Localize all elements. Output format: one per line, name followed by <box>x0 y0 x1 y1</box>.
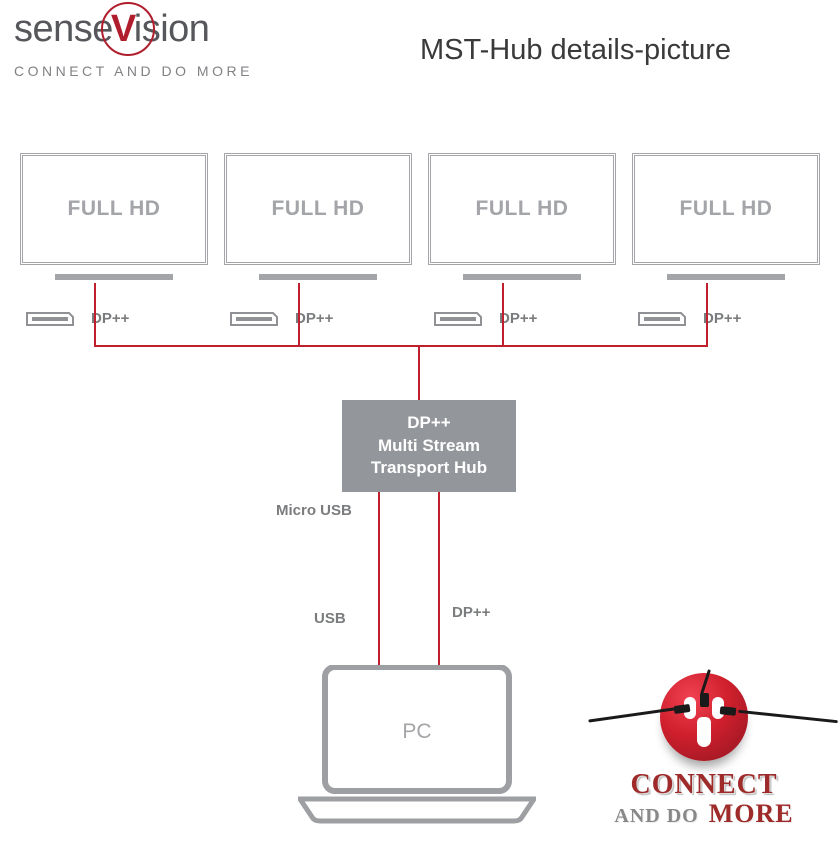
label-micro-usb: Micro USB <box>276 502 352 519</box>
displayport-icon <box>637 311 687 327</box>
logo-ring-icon <box>101 2 155 56</box>
monitors-row: FULL HD FULL HD FULL HD FULL HD <box>19 153 821 280</box>
monitor-screen: FULL HD <box>428 153 616 265</box>
label-usb: USB <box>314 610 346 627</box>
monitor-stand-icon <box>259 274 377 280</box>
hub-line1: DP++ <box>407 413 450 432</box>
hub-line2: Multi Stream <box>378 436 480 455</box>
laptop-label: PC <box>298 720 536 744</box>
displayport-icon <box>433 311 483 327</box>
connector-4: DP++ <box>631 310 821 327</box>
brand-logo: senseVision CONNECT AND DO MORE <box>14 8 253 79</box>
page-title: MST-Hub details-picture <box>420 34 731 67</box>
monitor-label: FULL HD <box>272 197 365 221</box>
cable-line <box>94 345 708 347</box>
monitor-label: FULL HD <box>68 197 161 221</box>
cable-line <box>418 345 420 400</box>
monitor-2: FULL HD <box>223 153 413 280</box>
connector-2: DP++ <box>223 310 413 327</box>
cable-line <box>378 492 380 665</box>
port-label: DP++ <box>91 310 129 327</box>
connector-3: DP++ <box>427 310 617 327</box>
monitor-stand-icon <box>667 274 785 280</box>
cable-line <box>298 283 300 345</box>
monitor-stand-icon <box>463 274 581 280</box>
port-label: DP++ <box>703 310 741 327</box>
monitor-label: FULL HD <box>476 197 569 221</box>
monitor-1: FULL HD <box>19 153 209 280</box>
displayport-icon <box>229 311 279 327</box>
monitor-screen: FULL HD <box>632 153 820 265</box>
cable-line <box>438 492 440 665</box>
laptop-icon: PC <box>298 665 536 830</box>
monitor-screen: FULL HD <box>20 153 208 265</box>
monitor-label: FULL HD <box>680 197 773 221</box>
cable-line <box>502 283 504 345</box>
logo-wordmark: senseVision <box>14 8 253 51</box>
connector-1: DP++ <box>19 310 209 327</box>
label-dp: DP++ <box>452 604 490 621</box>
promo-graphic: CONNECT AND DO MORE <box>574 673 834 829</box>
logo-tagline: CONNECT AND DO MORE <box>14 63 253 79</box>
cable-line <box>94 283 96 345</box>
promo-line-1: CONNECT <box>574 769 834 801</box>
cable-line <box>706 283 708 345</box>
monitor-3: FULL HD <box>427 153 617 280</box>
port-label: DP++ <box>499 310 537 327</box>
monitor-screen: FULL HD <box>224 153 412 265</box>
logo-highlight: V <box>111 8 136 51</box>
promo-line-2: AND DO MORE <box>574 799 834 829</box>
hub-line3: Transport Hub <box>371 458 487 477</box>
connectors-row: DP++ DP++ DP++ DP++ <box>19 310 821 327</box>
promo-ball-icon <box>660 673 748 761</box>
displayport-icon <box>25 311 75 327</box>
monitor-4: FULL HD <box>631 153 821 280</box>
port-label: DP++ <box>295 310 333 327</box>
logo-part1: sense <box>14 8 113 50</box>
monitor-stand-icon <box>55 274 173 280</box>
hub-box: DP++ Multi Stream Transport Hub <box>342 400 516 492</box>
